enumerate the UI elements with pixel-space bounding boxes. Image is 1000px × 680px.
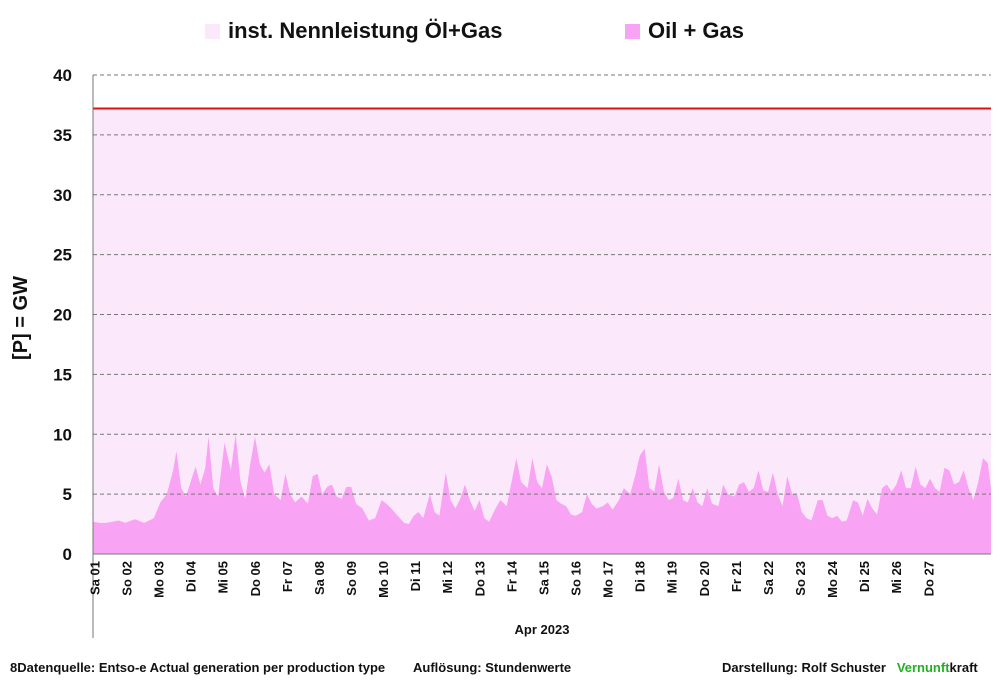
x-tick-label: Di 18 — [633, 561, 648, 592]
legend-item-capacity: inst. Nennleistung Öl+Gas — [205, 18, 502, 44]
x-tick-label: So 02 — [120, 561, 135, 596]
x-tick-label: Do 06 — [248, 561, 263, 596]
x-tick-label: Fr 14 — [504, 560, 519, 592]
x-tick-label: So 23 — [793, 561, 808, 596]
x-tick-label: Di 25 — [857, 561, 872, 592]
footer-author: Darstellung: Rolf Schuster — [722, 660, 886, 675]
footer-credit: Darstellung: Rolf Schuster Vernunftkraft — [722, 660, 978, 675]
x-tick-label: Sa 22 — [761, 561, 776, 595]
y-tick-label: 40 — [53, 66, 72, 85]
legend-swatch-oil-gas — [625, 23, 640, 39]
x-tick-label: Mo 10 — [376, 561, 391, 598]
y-tick-label: 0 — [63, 545, 72, 564]
y-tick-label: 20 — [53, 306, 72, 325]
x-tick-label: Fr 07 — [280, 561, 295, 592]
y-axis-title: [P] = GW — [10, 276, 32, 360]
x-axis-title: Apr 2023 — [515, 622, 570, 637]
x-tick-label: Mo 24 — [825, 560, 840, 598]
x-tick-label: So 16 — [569, 561, 584, 596]
chart-legend: inst. Nennleistung Öl+Gas Oil + Gas — [0, 18, 1000, 52]
x-tick-label: Sa 15 — [536, 561, 551, 595]
x-tick-label: Do 27 — [921, 561, 936, 596]
x-tick-label: Do 20 — [697, 561, 712, 596]
x-tick-label: Sa 08 — [312, 561, 327, 595]
x-tick-label: Sa 01 — [87, 561, 102, 595]
y-tick-label: 15 — [53, 365, 72, 384]
legend-swatch-capacity — [205, 23, 220, 39]
brand-logo-part-b: kraft — [949, 660, 978, 675]
x-tick-label: Mi 05 — [216, 561, 231, 594]
footer-source: 8Datenquelle: Entso-e Actual generation … — [10, 660, 386, 675]
x-tick-label: Mi 26 — [889, 561, 904, 594]
footer-resolution: Auflösung: Stundenwerte — [413, 660, 572, 675]
capacity-area — [93, 108, 991, 554]
y-tick-label: 35 — [53, 126, 72, 145]
legend-item-oil-gas: Oil + Gas — [625, 18, 744, 44]
x-tick-label: Di 11 — [408, 561, 423, 591]
legend-label-oil-gas: Oil + Gas — [648, 18, 744, 43]
x-tick-label: Mo 17 — [601, 561, 616, 598]
x-tick-label: Do 13 — [472, 561, 487, 596]
y-tick-label: 25 — [53, 246, 72, 265]
x-tick-label: Mi 19 — [665, 561, 680, 594]
brand-logo-part-a: Vernunft — [896, 660, 950, 675]
x-tick-label: Di 04 — [184, 560, 199, 592]
y-tick-label: 5 — [63, 485, 72, 504]
x-tick-label: So 09 — [344, 561, 359, 596]
legend-label-capacity: inst. Nennleistung Öl+Gas — [228, 18, 503, 43]
y-tick-label: 10 — [53, 425, 72, 444]
x-tick-label: Fr 21 — [729, 561, 744, 592]
x-tick-label: Mo 03 — [152, 561, 167, 598]
y-tick-label: 30 — [53, 186, 72, 205]
x-tick-label: Mi 12 — [440, 561, 455, 594]
